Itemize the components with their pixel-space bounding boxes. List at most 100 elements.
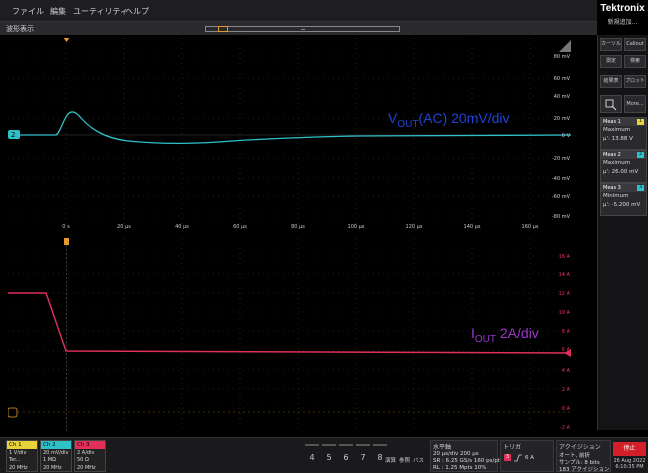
delta-v-annotation: ΔV=22mV [128, 107, 192, 123]
channel-7-button[interactable]: 7 [356, 444, 370, 470]
cursor-button[interactable]: カーソル [600, 38, 622, 51]
waveform-view-label: 波形表示 [6, 25, 34, 33]
y-tick-label: -60 mV [552, 194, 571, 200]
bus-button[interactable]: バス [413, 458, 425, 464]
y-tick-label: -40 mV [552, 176, 571, 182]
channel-scale: 20 mV/div [43, 450, 69, 456]
channel-bandwidth: 20 MHz [9, 465, 28, 471]
run-stop-button[interactable]: 停止 [613, 442, 646, 456]
acquisition-resolution: サンプル: 8 bits [559, 460, 600, 466]
channel-1-badge[interactable]: Ch 1 1 V/div Ter... 20 MHz [6, 440, 38, 472]
rising-edge-icon [514, 454, 522, 462]
channel-header: Ch 1 [7, 441, 37, 449]
y-tick-label: 0 A [562, 406, 571, 412]
zoom-icon [605, 99, 617, 111]
measurement-name: Maximum [603, 127, 631, 133]
x-tick-label: 80 μs [291, 224, 305, 230]
zoom-tool-button[interactable] [600, 95, 622, 113]
trigger-badge[interactable]: トリガ 3 6 A [500, 440, 554, 472]
channel-2-badge[interactable]: Ch 2 20 mV/div 1 MΩ 20 MHz [40, 440, 72, 472]
lower-grid [8, 238, 571, 431]
callout-button[interactable]: Callout [624, 38, 646, 51]
channel-scale: 2 A/div [77, 450, 95, 456]
y-tick-label: 80 mV [554, 54, 571, 60]
x-tick-label: 140 μs [464, 224, 481, 230]
acquisition-badge[interactable]: アクイジション オート, 前折 サンプル: 8 bits 183 アクイジション [556, 440, 611, 473]
menu-help[interactable]: ヘルプ [125, 7, 149, 16]
acquisition-title: アクイジション [559, 444, 601, 451]
tektronix-logo: Tektronix [600, 3, 645, 14]
menu-utility[interactable]: ユーティリティ [73, 7, 129, 16]
acquisition-count: 183 アクイジション [559, 467, 610, 473]
brand-area: Tektronix 新規追加... [597, 0, 648, 35]
horizontal-badge[interactable]: 水平軸 20 μs/div 200 μs SR : 6.25 GS/s 160 … [430, 440, 500, 472]
y-tick-label: 6 A [562, 347, 571, 353]
channel-chip: 2 [637, 152, 644, 158]
resize-corner-icon[interactable] [559, 40, 571, 52]
channel-2-marker[interactable] [8, 130, 20, 139]
trigger-source-chip: 3 [504, 454, 511, 461]
channel-header: Ch 3 [75, 441, 105, 449]
date-text: 26 Aug 2022 [613, 458, 646, 464]
lower-waveform-plot[interactable]: IOUT 2A/div 20us/div 16 A 14 A 12 A 10 A… [8, 238, 571, 431]
y-tick-label: 8 A [562, 329, 571, 335]
y-tick-label: 60 mV [554, 76, 571, 82]
iout-scale-annotation: IOUT 2A/div [471, 325, 539, 345]
y-tick-label: 4 A [562, 368, 571, 374]
channel-extra: Ter... [9, 457, 21, 463]
horizontal-scroll-bar[interactable] [205, 26, 400, 32]
upper-grid [8, 38, 571, 230]
measurement-value: μ': 26.00 mV [603, 169, 639, 175]
channel-1-marker[interactable] [8, 407, 18, 418]
x-tick-label: 60 μs [233, 224, 247, 230]
channel-5-button[interactable]: 5 [322, 444, 336, 470]
reference-button[interactable]: 参照 [399, 458, 411, 464]
y-tick-label: 40 mV [554, 94, 571, 100]
channel-impedance: 50 Ω [77, 457, 89, 463]
trigger-position-marker-icon[interactable] [63, 38, 70, 42]
menu-edit[interactable]: 編集 [50, 7, 66, 16]
channel-chip: 1 [637, 119, 644, 125]
menu-file[interactable]: ファイル [12, 7, 44, 16]
y-tick-label: 0 V [562, 133, 571, 139]
y-tick-label: 12 A [559, 291, 571, 297]
channel-chip: 3 [637, 185, 644, 191]
scroll-center-mark [301, 29, 305, 30]
vout-scale-annotation: VOUT(AC) 20mV/div [388, 110, 509, 130]
measurement-name: Maximum [603, 160, 631, 166]
lower-trigger-marker-icon[interactable] [64, 238, 69, 245]
channel-impedance: 1 MΩ [43, 457, 56, 463]
channel-6-button[interactable]: 6 [339, 444, 353, 470]
timebase-annotation: 20us/div [450, 413, 502, 429]
x-tick-label: 0 s [62, 224, 70, 230]
y-tick-label: 14 A [559, 272, 571, 278]
plot-button[interactable]: プロット [624, 75, 646, 88]
math-button[interactable]: 演算 [385, 458, 397, 464]
channel-4-button[interactable]: 4 [305, 444, 319, 470]
iout-end-marker-icon [564, 349, 571, 357]
channel-8-button[interactable]: 8 [373, 444, 387, 470]
channel-2-marker-label: 2 [11, 131, 15, 139]
horizontal-record-length: RL : 1.25 Mpts 10% [433, 465, 487, 471]
add-new-button[interactable]: 新規追加... [607, 19, 638, 26]
search-button[interactable]: 検索 [624, 55, 646, 68]
menu-bar: ファイル 編集 ユーティリティ ヘルプ [0, 0, 597, 22]
channel-scale: 1 V/div [9, 450, 27, 456]
more-button[interactable]: More... [624, 95, 646, 113]
waveform-view-bar: 波形表示 [0, 22, 597, 35]
horizontal-scale: 20 μs/div 200 μs [433, 451, 479, 457]
horizontal-sample-rate: SR : 6.25 GS/s 160 ps/pt [433, 458, 500, 464]
results-table-button[interactable]: 結果表 [600, 75, 622, 88]
scroll-position-indicator[interactable] [218, 26, 228, 32]
channel-3-badge[interactable]: Ch 3 2 A/div 50 Ω 20 MHz [74, 440, 106, 472]
measure-button[interactable]: 測定 [600, 55, 622, 68]
x-tick-label: 120 μs [406, 224, 423, 230]
measurement-value: μ': -5.200 mV [603, 202, 641, 208]
right-sidebar: カーソル Callout 測定 検索 結果表 プロット More... Meas… [597, 35, 648, 430]
upper-waveform-plot[interactable]: 2 ΔV=22mV VOUT(AC) 20mV/div 80 mV 60 mV … [8, 38, 571, 230]
